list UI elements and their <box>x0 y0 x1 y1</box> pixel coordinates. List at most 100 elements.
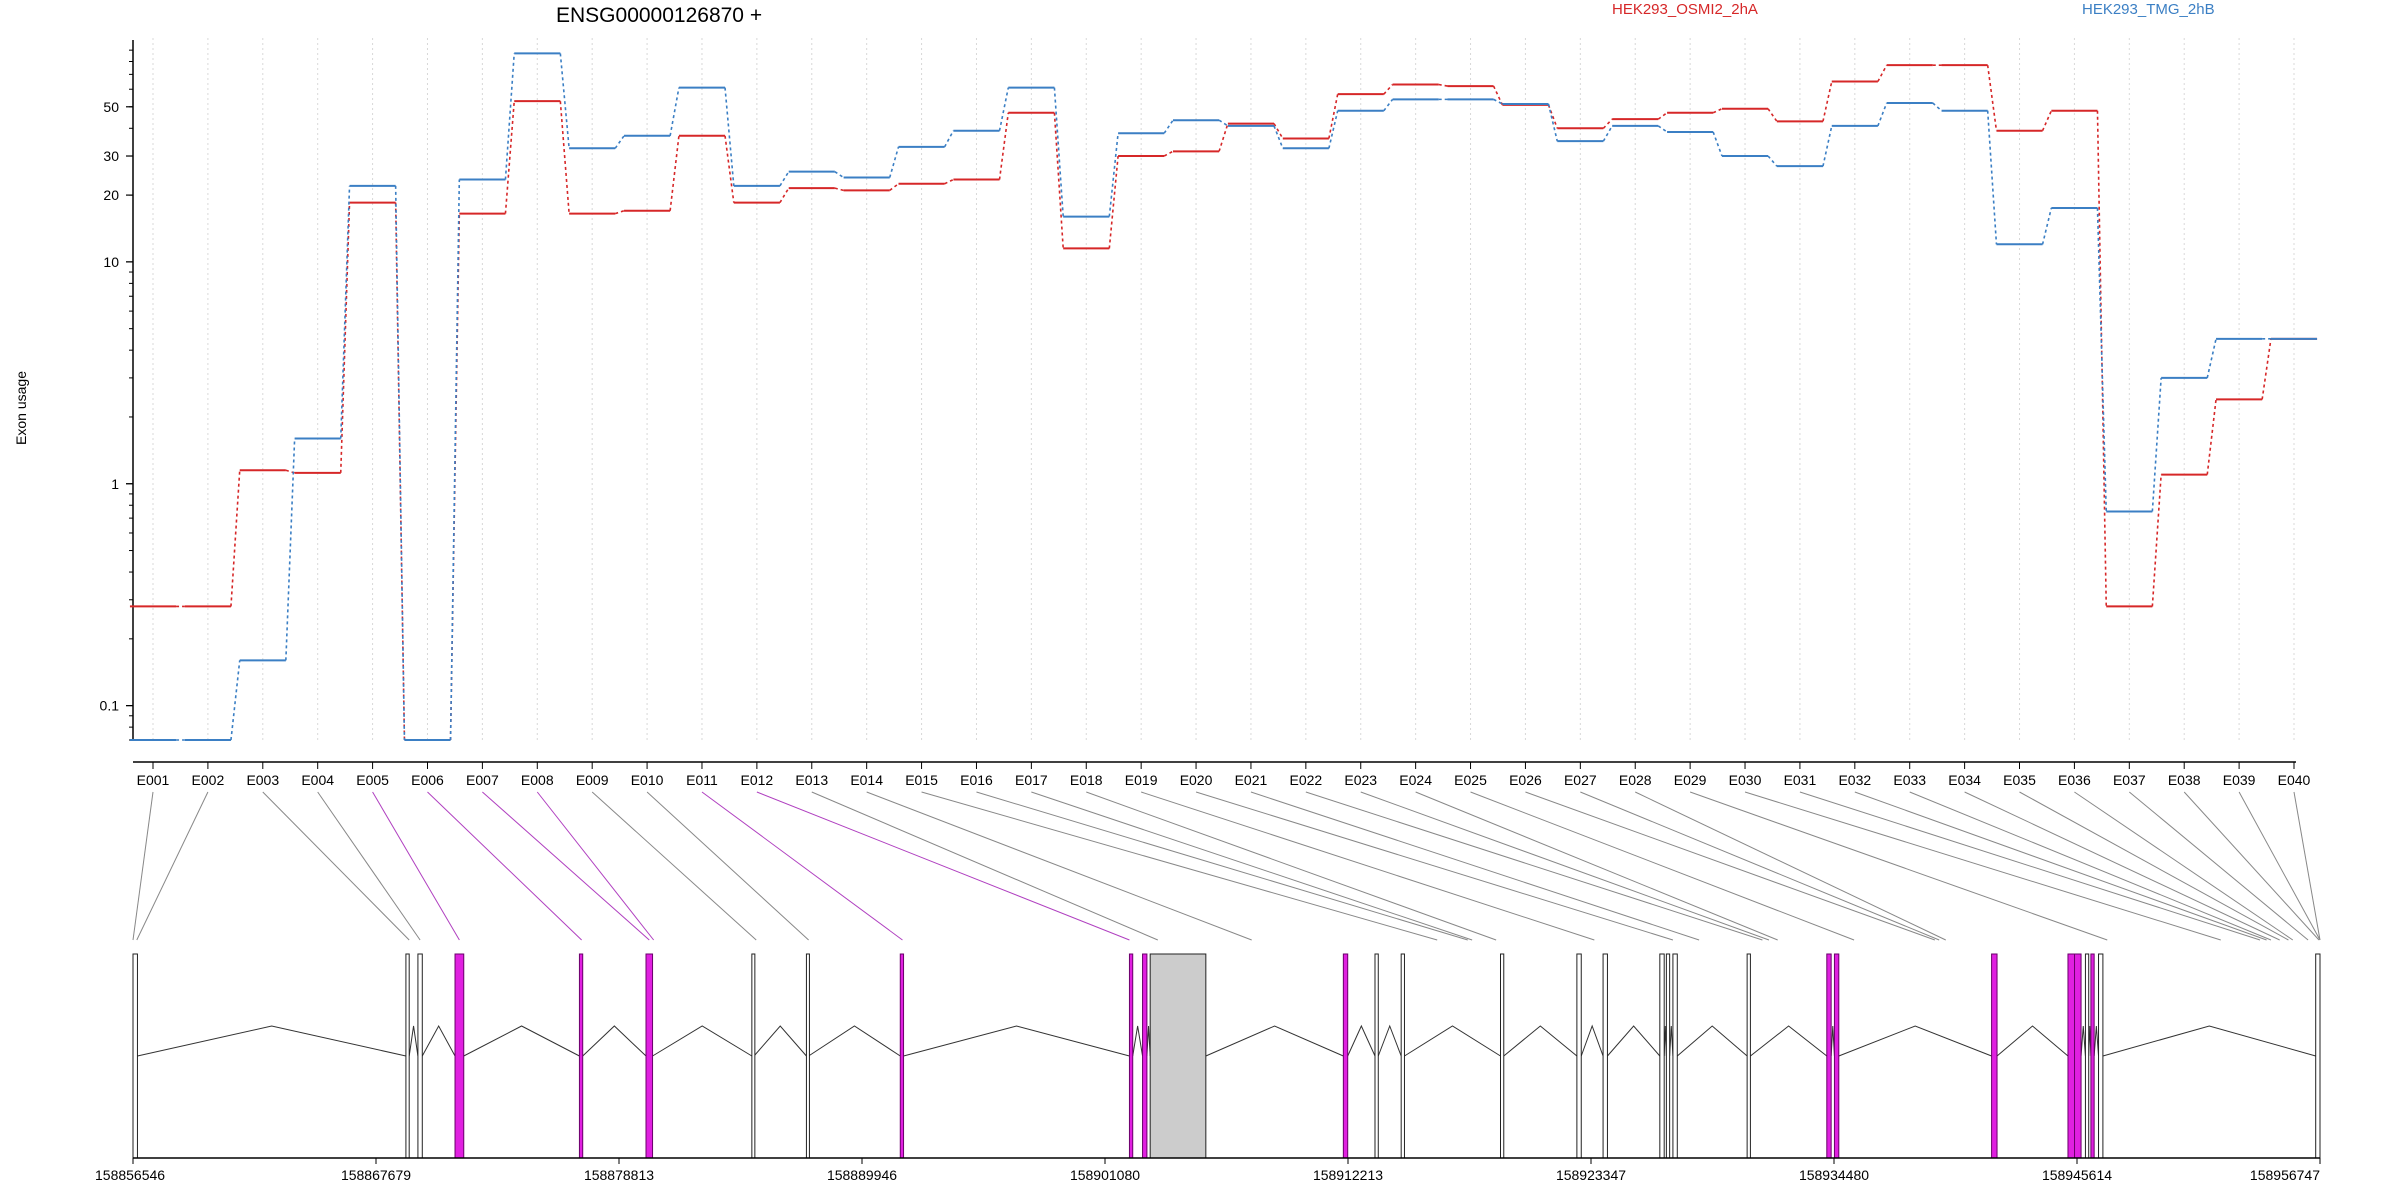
connector-e018 <box>1086 791 1497 941</box>
exon-highlighted <box>1826 953 1832 1159</box>
connector-e013 <box>811 791 1159 941</box>
y-axis: 0.1 1 10 20 30 50 <box>100 40 134 741</box>
intron <box>463 1025 580 1057</box>
connector-e002 <box>136 791 209 941</box>
series-1-connector <box>1163 150 1174 157</box>
series-1-connector <box>1822 81 1833 122</box>
exon-highlighted <box>1128 953 1134 1159</box>
connector-e001 <box>132 791 154 941</box>
intron <box>1580 1024 1604 1057</box>
exon-highlighted <box>899 953 905 1159</box>
connector-e010 <box>646 791 809 941</box>
intron <box>421 1024 456 1057</box>
exon-highlighted <box>1142 953 1148 1159</box>
series-1-connector <box>1986 65 1998 131</box>
series-2-connector <box>614 135 625 149</box>
x-tick-label-e034: E034 <box>1948 772 1981 788</box>
connector-e037 <box>2128 791 2309 941</box>
connector-e007 <box>482 791 650 941</box>
y-tick-label: 1 <box>111 476 119 492</box>
x-tick-label-e039: E039 <box>2223 772 2256 788</box>
series-1-connector <box>230 470 241 607</box>
connector-e017 <box>1031 791 1473 941</box>
intron <box>808 1025 901 1057</box>
exon <box>1602 953 1608 1159</box>
x-tick-label-e017: E017 <box>1015 772 1048 788</box>
y-tick-label: 10 <box>103 254 119 270</box>
series-2-connector <box>2041 207 2053 245</box>
series-2-connector <box>779 171 790 187</box>
intron <box>1503 1025 1578 1057</box>
connector-e024 <box>1415 791 1778 941</box>
series-1 <box>129 64 2318 741</box>
exon-connector-lines <box>132 791 2321 941</box>
series-2-connector <box>2151 377 2162 512</box>
x-tick-label-e023: E023 <box>1344 772 1377 788</box>
series-1-connector <box>1218 123 1229 152</box>
connector-e030 <box>1744 791 2221 941</box>
exon-highlighted <box>2074 953 2082 1159</box>
exon-highlighted <box>454 953 465 1159</box>
series-1-connector <box>614 209 625 215</box>
series-2-connector <box>1712 131 1723 157</box>
coord-label: 158856546 <box>95 1167 165 1183</box>
intron <box>408 1025 419 1057</box>
x-tick-label-e028: E028 <box>1619 772 1652 788</box>
y-axis-label: Exon usage <box>13 371 29 445</box>
series-2-connector <box>1547 103 1559 142</box>
series-1-connector <box>889 183 899 192</box>
x-tick-label-e019: E019 <box>1125 772 1158 788</box>
x-tick-label-e008: E008 <box>521 772 554 788</box>
connector-e020 <box>1195 791 1674 941</box>
x-tick-label-e006: E006 <box>411 772 444 788</box>
x-tick-label-e038: E038 <box>2168 772 2201 788</box>
exon <box>1149 953 1207 1159</box>
exon <box>1400 953 1405 1159</box>
intron <box>1205 1025 1344 1057</box>
y-tick-label: 50 <box>103 99 119 115</box>
x-tick-label-e002: E002 <box>192 772 225 788</box>
connector-e005 <box>372 791 460 941</box>
coord-label: 158867679 <box>341 1167 411 1183</box>
series-1-connector <box>559 101 570 214</box>
x-tick-label-e027: E027 <box>1564 772 1597 788</box>
series-1-connector <box>339 202 351 473</box>
exon-highlighted <box>578 953 584 1159</box>
series-1-connector <box>2206 399 2217 475</box>
connector-e023 <box>1360 791 1770 941</box>
x-tick-label-e004: E004 <box>301 772 334 788</box>
x-tick-label-e010: E010 <box>631 772 664 788</box>
series-2 <box>129 52 2318 741</box>
series-1-connector <box>669 135 680 211</box>
series-2-connector <box>1932 102 1943 112</box>
series-1-connector <box>2041 110 2053 132</box>
series-2-connector <box>394 185 406 741</box>
exon <box>1672 953 1678 1159</box>
connector-e011 <box>701 791 903 941</box>
connector-e004 <box>317 791 421 941</box>
x-tick-label-e021: E021 <box>1235 772 1268 788</box>
x-tick-label-e018: E018 <box>1070 772 1103 788</box>
connector-e038 <box>2183 791 2320 941</box>
x-tick-label-e025: E025 <box>1454 772 1487 788</box>
x-tick-label-e009: E009 <box>576 772 609 788</box>
series-2-connector <box>1328 110 1339 149</box>
series-2-connector <box>1383 98 1394 112</box>
x-tick-label-e001: E001 <box>137 772 170 788</box>
connector-e015 <box>921 791 1438 941</box>
series-1-connector <box>1602 118 1613 129</box>
series-2-connector <box>998 87 1010 131</box>
series-2-connector <box>669 87 680 136</box>
connector-e039 <box>2238 791 2321 941</box>
x-tick-label-e024: E024 <box>1399 772 1432 788</box>
x-tick-label-e011: E011 <box>686 772 718 788</box>
connector-e031 <box>1799 791 2261 941</box>
series-1-connector <box>2261 338 2272 400</box>
x-tick-label-e015: E015 <box>905 772 938 788</box>
series-2-connector <box>1877 102 1888 127</box>
series-2-connector <box>1273 125 1284 149</box>
intron <box>1377 1024 1402 1057</box>
series-2-connector <box>1108 133 1119 217</box>
series-2-connector <box>1986 110 1998 245</box>
connector-e006 <box>427 791 582 941</box>
